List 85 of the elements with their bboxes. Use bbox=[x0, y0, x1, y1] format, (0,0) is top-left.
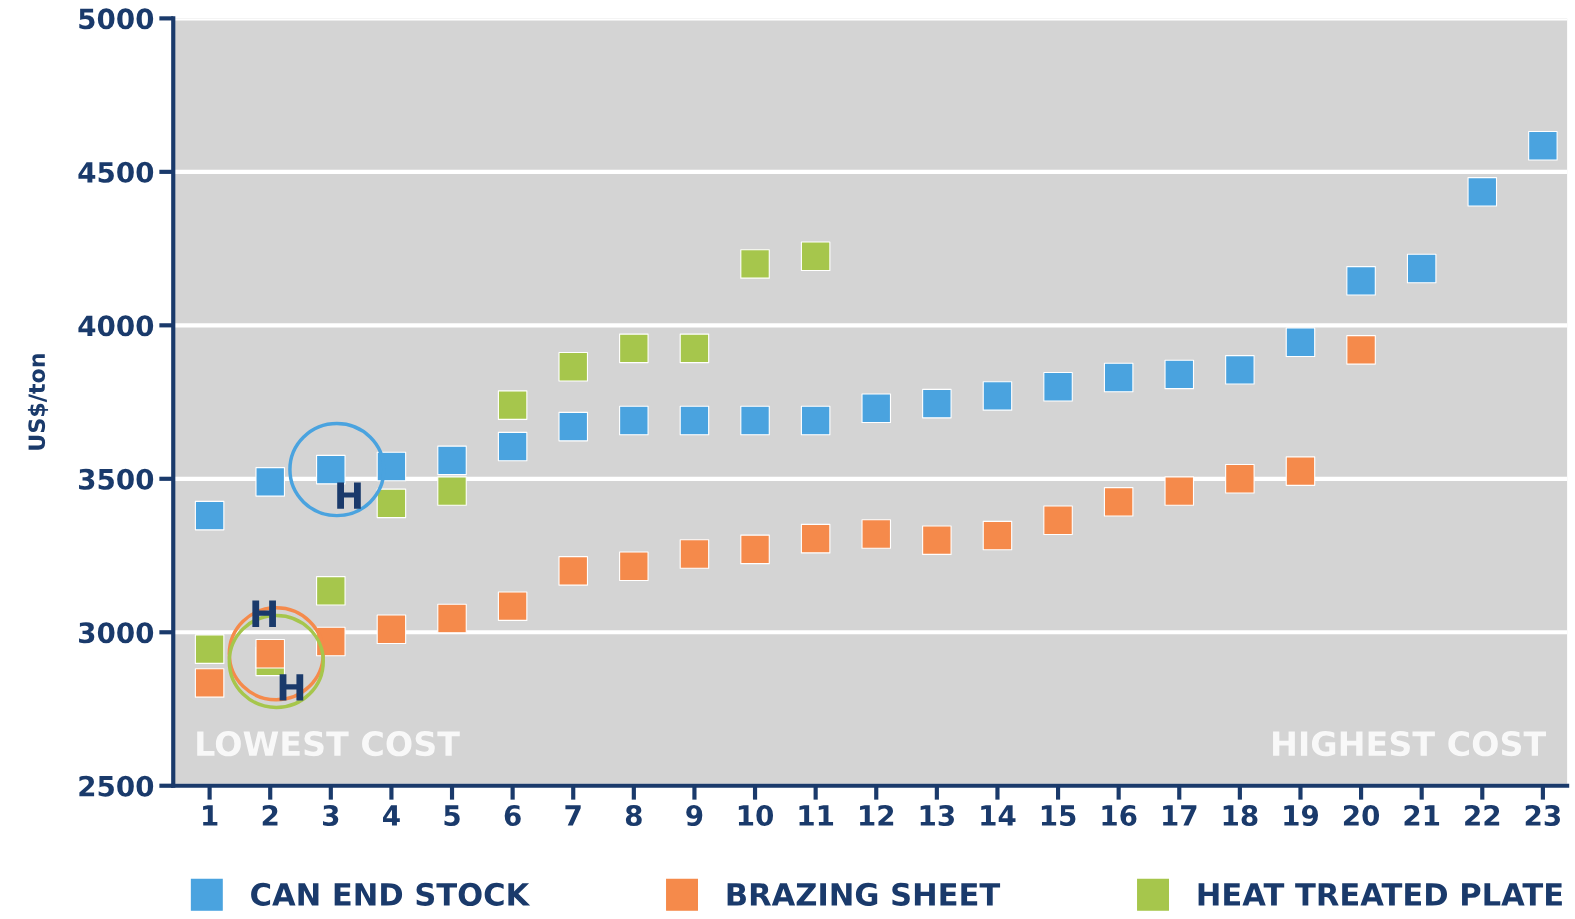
point bbox=[740, 534, 770, 565]
point bbox=[558, 556, 589, 586]
annotation: H bbox=[337, 482, 361, 509]
point bbox=[1528, 130, 1558, 161]
annotation: H bbox=[252, 600, 276, 627]
point bbox=[1164, 476, 1195, 506]
x-tick-label: 12 bbox=[860, 804, 894, 826]
x-tick-label: 11 bbox=[799, 805, 834, 826]
x-tick-label: 6 bbox=[504, 805, 521, 826]
point bbox=[740, 405, 770, 436]
y-tick-label: 2500 bbox=[79, 775, 154, 797]
x-tick-label: 5 bbox=[444, 805, 460, 826]
x-tick-label: 7 bbox=[565, 805, 581, 826]
point bbox=[1467, 177, 1498, 207]
x-tick-label: 8 bbox=[625, 804, 642, 826]
x-tick-label: 2 bbox=[262, 804, 278, 826]
point bbox=[619, 405, 649, 436]
point bbox=[982, 520, 1013, 551]
x-tick-label: 21 bbox=[1404, 804, 1440, 826]
point bbox=[497, 591, 528, 621]
y-tick-label: 5000 bbox=[79, 8, 154, 30]
point bbox=[922, 525, 952, 555]
x-tick-label: 17 bbox=[1163, 805, 1197, 826]
point bbox=[497, 390, 528, 420]
point bbox=[1225, 355, 1255, 385]
y-tick-label: 4000 bbox=[78, 315, 154, 337]
x-tick-label: 4 bbox=[383, 805, 400, 826]
point bbox=[1103, 362, 1134, 393]
y-tick-label: 3500 bbox=[79, 468, 154, 490]
x-tick-label: 9 bbox=[686, 805, 703, 826]
point bbox=[497, 431, 528, 462]
point bbox=[1285, 327, 1316, 357]
point bbox=[679, 333, 710, 364]
legend-label: HEAT TREATED PLATE bbox=[1198, 883, 1562, 906]
x-tick-label: 10 bbox=[738, 804, 774, 826]
point bbox=[1164, 359, 1195, 390]
point bbox=[1406, 253, 1437, 284]
point bbox=[437, 603, 467, 634]
point bbox=[861, 519, 892, 549]
point bbox=[194, 668, 225, 698]
point bbox=[679, 539, 710, 569]
x-tick-label: 3 bbox=[323, 804, 339, 826]
y-tick-label: 3000 bbox=[79, 622, 154, 644]
point bbox=[982, 381, 1013, 411]
point bbox=[1043, 505, 1073, 536]
point bbox=[316, 576, 346, 606]
point bbox=[558, 351, 589, 382]
point bbox=[1346, 335, 1376, 365]
point bbox=[437, 445, 467, 476]
point bbox=[255, 467, 286, 497]
x-tick-label: 19 bbox=[1284, 805, 1319, 826]
point bbox=[740, 249, 770, 279]
point bbox=[619, 333, 649, 364]
x-tick-label: 16 bbox=[1102, 805, 1137, 826]
point bbox=[558, 411, 589, 442]
point bbox=[194, 634, 225, 664]
point bbox=[1285, 456, 1316, 486]
y-axis-title: US$/ton bbox=[27, 354, 49, 450]
x-tick-label: 14 bbox=[981, 805, 1016, 826]
point bbox=[679, 405, 710, 436]
point bbox=[861, 393, 892, 423]
annotation: H bbox=[279, 674, 304, 701]
point bbox=[437, 476, 467, 506]
point bbox=[800, 523, 831, 554]
legend-label: CAN END STOCK bbox=[251, 882, 531, 906]
point bbox=[1346, 266, 1376, 296]
point bbox=[922, 388, 952, 419]
point bbox=[376, 488, 407, 519]
x-tick-label: 13 bbox=[920, 804, 954, 826]
x-tick-label: 22 bbox=[1465, 804, 1500, 826]
point bbox=[1103, 487, 1134, 517]
point bbox=[800, 241, 831, 272]
point bbox=[194, 500, 225, 531]
x-tick-label: 20 bbox=[1343, 804, 1380, 826]
x-tick-label: 23 bbox=[1525, 804, 1560, 826]
y-tick-label: 4500 bbox=[78, 161, 154, 183]
legend-label: BRAZING SHEET bbox=[727, 882, 1001, 906]
point bbox=[800, 405, 831, 436]
x-tick-label: 1 bbox=[203, 805, 218, 826]
x-tick-label: 15 bbox=[1041, 805, 1076, 826]
x-tick-label: 18 bbox=[1223, 804, 1258, 826]
point bbox=[1043, 371, 1073, 402]
point bbox=[376, 614, 407, 644]
point bbox=[619, 551, 649, 582]
point bbox=[1225, 464, 1255, 494]
